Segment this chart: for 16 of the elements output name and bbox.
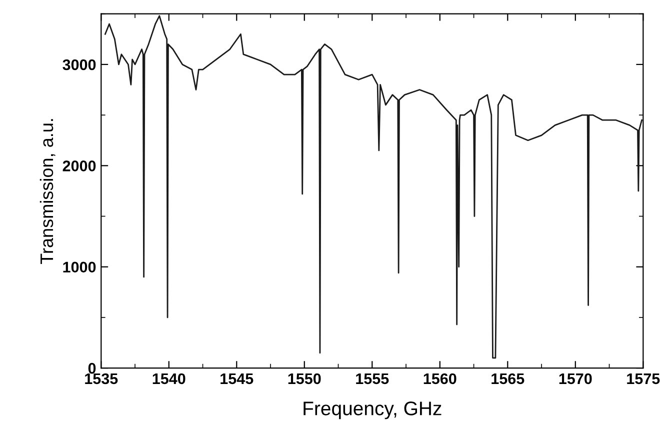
x-tick-label: 1545 [220, 373, 254, 384]
x-tick-label: 1550 [288, 373, 321, 384]
line-series [104, 15, 642, 359]
x-tick-label: 1575 [627, 373, 660, 384]
x-tick-label: 1565 [492, 373, 524, 384]
y-tick-label: 0 [88, 362, 96, 374]
y-tick-label: 1000 [63, 262, 96, 273]
y-tick-label: 2000 [62, 160, 96, 172]
x-axis-title: Frequency, GHz [304, 402, 442, 420]
x-tick-label: 1540 [152, 373, 186, 384]
y-axis-title: Transmission, a.u. [40, 119, 56, 264]
x-tick-label: 1570 [559, 373, 592, 384]
x-tick-label: 1555 [356, 373, 389, 384]
x-tick-label: 1535 [85, 373, 118, 384]
x-tick-label: 1560 [424, 373, 456, 384]
y-tick-label: 3000 [62, 59, 96, 70]
